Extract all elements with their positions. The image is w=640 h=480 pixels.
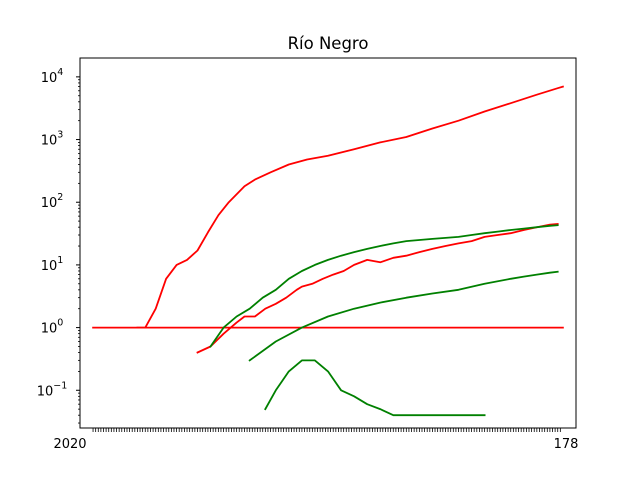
series-line-4 bbox=[209, 224, 559, 348]
series-line-3 bbox=[196, 223, 559, 354]
x-tick-label-first: 2020 bbox=[53, 437, 86, 452]
chart-title: Río Negro bbox=[288, 34, 369, 53]
y-tick-label-4: 102 bbox=[41, 192, 64, 211]
plot-frame bbox=[79, 57, 577, 429]
y-tick-label-2: 100 bbox=[41, 318, 64, 337]
series-line-2 bbox=[136, 85, 565, 329]
y-tick-label-3: 101 bbox=[41, 255, 64, 274]
y-tick-label-1: 10−1 bbox=[37, 380, 68, 399]
y-axis-ticks: 10−1 100 101 102 103 104 bbox=[37, 67, 80, 424]
x-axis-ticks bbox=[92, 428, 561, 432]
y-tick-label-6: 104 bbox=[41, 67, 64, 86]
y-tick-label-5: 103 bbox=[41, 130, 64, 149]
series-layer bbox=[92, 85, 565, 417]
x-axis-tick-labels: 2020 178 bbox=[53, 437, 578, 452]
series-line-6 bbox=[264, 359, 486, 417]
series-line-5 bbox=[248, 270, 559, 362]
x-tick-label-last: 178 bbox=[554, 437, 579, 452]
